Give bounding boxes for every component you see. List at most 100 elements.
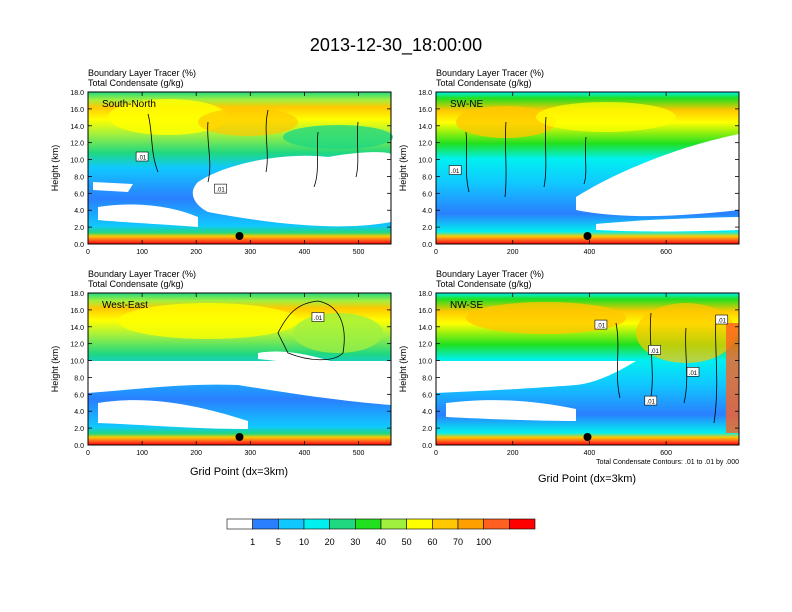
contour-label: .01: [718, 319, 727, 325]
y-tick-label: 14.0: [418, 325, 432, 332]
panel-title-line-2: Total Condensate (g/kg): [436, 279, 532, 289]
y-tick-label: 2.0: [422, 426, 432, 433]
panel-nw-se: Boundary Layer Tracer (%) Total Condensa…: [398, 269, 740, 457]
contour-label-box: [648, 345, 661, 355]
y-tick-label: 6.0: [74, 392, 84, 399]
x-tick-label: 400: [584, 249, 596, 256]
y-tick-label: 4.0: [74, 409, 84, 416]
y-tick-label: 12.0: [70, 342, 84, 349]
panel-title-line-2: Total Condensate (g/kg): [88, 279, 184, 289]
panel-west-east: Boundary Layer Tracer (%) Total Condensa…: [50, 269, 392, 457]
x-tick-label: 0: [86, 249, 90, 256]
colorbar-label: 40: [376, 537, 386, 547]
location-marker: [583, 433, 592, 441]
y-tick-label: 2.0: [74, 426, 84, 433]
panel-title-line-2: Total Condensate (g/kg): [436, 78, 532, 88]
contour-label: .01: [216, 188, 225, 194]
x-tick-label: 0: [434, 249, 438, 256]
y-tick-label: 2.0: [74, 225, 84, 232]
heatmap-field: [88, 92, 393, 244]
contour-label-box: [214, 183, 227, 194]
colorbar-label: 10: [299, 537, 309, 547]
x-tick-label: 400: [584, 450, 596, 457]
plot-frame: [87, 292, 392, 446]
y-tick-label: 12.0: [418, 342, 432, 349]
contour-note: Total Condensate Contours: .01 to .01 by…: [596, 459, 739, 466]
colorbar-swatch: [355, 518, 382, 530]
x-axis-label-left: Grid Point (dx=3km): [190, 466, 288, 478]
y-tick-label: 12.0: [70, 141, 84, 148]
y-tick-label: 16.0: [70, 308, 84, 315]
heatmap-field: [88, 293, 391, 445]
x-tick-label: 200: [507, 450, 519, 457]
y-tick-label: 0.0: [74, 242, 84, 249]
y-tick-label: 18.0: [70, 291, 84, 298]
colorbar-swatch: [509, 518, 536, 530]
x-tick-label: 0: [434, 450, 438, 457]
contour-label: .01: [314, 316, 323, 322]
colorbar-swatch: [252, 518, 279, 530]
x-tick-label: 100: [136, 450, 148, 457]
panel-title-line-2: Total Condensate (g/kg): [88, 78, 184, 88]
panel-label: South-North: [102, 99, 156, 110]
location-marker: [583, 232, 592, 240]
y-tick-label: 18.0: [418, 291, 432, 298]
panel-title-line-1: Boundary Layer Tracer (%): [436, 269, 544, 279]
plot-frame: [435, 292, 740, 446]
x-tick-label: 200: [507, 249, 519, 256]
y-axis-label: Height (km): [50, 145, 60, 192]
panel-title-line-1: Boundary Layer Tracer (%): [436, 68, 544, 78]
contour-label-box: [594, 319, 608, 330]
colorbar-label: 60: [427, 537, 437, 547]
y-tick-label: 4.0: [74, 208, 84, 215]
y-tick-label: 16.0: [418, 107, 432, 114]
y-tick-label: 4.0: [422, 409, 432, 416]
panel-title-line-1: Boundary Layer Tracer (%): [88, 68, 196, 78]
x-tick-label: 300: [244, 450, 256, 457]
colorbar-label: 1: [250, 537, 255, 547]
y-tick-label: 0.0: [74, 443, 84, 450]
x-axis-label-right: Grid Point (dx=3km): [538, 473, 636, 485]
colorbar-swatch: [226, 518, 253, 530]
x-tick-label: 300: [244, 249, 256, 256]
y-tick-label: 8.0: [74, 174, 84, 181]
panel-label: SW-NE: [450, 99, 483, 110]
colorbar-label: 100: [476, 537, 491, 547]
contour-label: .01: [451, 169, 460, 175]
y-tick-label: 18.0: [418, 90, 432, 97]
colorbar-swatch: [483, 518, 510, 530]
plot-frame: [435, 91, 740, 245]
y-tick-label: 8.0: [422, 375, 432, 382]
y-tick-label: 14.0: [418, 124, 432, 131]
x-tick-label: 0: [86, 450, 90, 457]
colorbar-label: 5: [276, 537, 281, 547]
colorbar-label: 30: [350, 537, 360, 547]
x-tick-label: 200: [190, 450, 202, 457]
contour-label-box: [311, 312, 325, 322]
colorbar-label: 20: [325, 537, 335, 547]
contour-label: .01: [597, 324, 606, 330]
y-tick-label: 16.0: [70, 107, 84, 114]
x-tick-label: 100: [136, 249, 148, 256]
x-tick-label: 500: [353, 249, 365, 256]
colorbar-swatch: [278, 518, 305, 530]
x-tick-label: 500: [353, 450, 365, 457]
y-tick-label: 16.0: [418, 308, 432, 315]
contour-label-box: [715, 314, 729, 325]
y-tick-label: 0.0: [422, 242, 432, 249]
contour-label: .01: [138, 156, 147, 162]
colorbar-swatch: [457, 518, 484, 530]
y-tick-label: 6.0: [422, 191, 432, 198]
colorbar-swatch: [406, 518, 433, 530]
y-tick-label: 18.0: [70, 90, 84, 97]
colorbar-swatch: [380, 518, 407, 530]
colorbar-swatch: [432, 518, 459, 530]
panel-label: NW-SE: [450, 300, 483, 311]
x-tick-label: 600: [660, 249, 672, 256]
colorbar-swatch: [303, 518, 330, 530]
y-tick-label: 0.0: [422, 443, 432, 450]
y-tick-label: 10.0: [70, 359, 84, 366]
colorbar: 1 5 10 20 30 40 50 60 70 100: [226, 518, 536, 547]
panel-sw-ne: Boundary Layer Tracer (%) Total Condensa…: [398, 68, 740, 256]
